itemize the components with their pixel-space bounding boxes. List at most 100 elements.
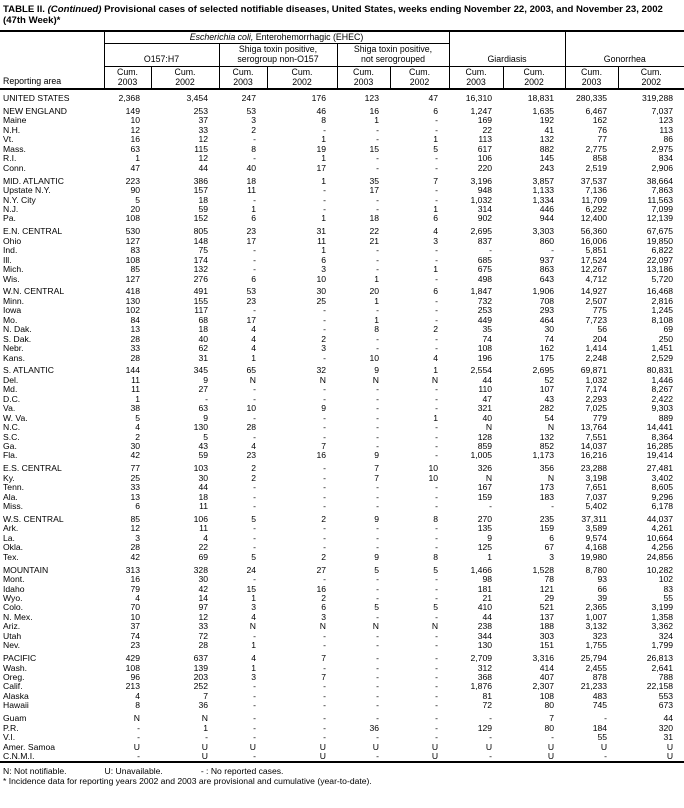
cell: 12,267 <box>580 265 608 275</box>
row-label: W. Va. <box>3 413 28 423</box>
row-label: Miss. <box>3 502 24 512</box>
cell: - <box>489 502 493 512</box>
table-row: La. 3 4 - - - - 9 6 9,574 10,664 <box>0 534 684 543</box>
cell: 6 <box>135 502 140 512</box>
cell: - <box>323 394 326 404</box>
cell: 5 <box>251 514 256 524</box>
row-label: Wis. <box>3 274 20 284</box>
cell: N <box>201 714 208 724</box>
cell: 43 <box>198 442 208 451</box>
cell: - <box>253 575 256 585</box>
cell: - <box>435 575 439 585</box>
cell: 5 <box>251 552 256 562</box>
cell: 17 <box>316 163 326 173</box>
cell: - <box>376 163 379 173</box>
table-row: E.N. CENTRAL 530 805 23 31 22 4 2,695 3,303 56,36… <box>0 227 684 236</box>
cell: 4 <box>251 612 256 622</box>
cell: 23 <box>130 641 140 651</box>
cell: 69 <box>663 325 674 335</box>
cell: 155 <box>193 296 208 306</box>
cell: 31 <box>316 227 326 237</box>
cell: 7,037 <box>651 107 674 117</box>
cell: - <box>435 631 439 641</box>
cell: U <box>133 742 140 752</box>
cell: 2,507 <box>585 296 608 306</box>
cell: 62 <box>198 344 208 354</box>
cell: 56 <box>597 325 608 335</box>
cell: 16,468 <box>646 287 674 297</box>
cell: 498 <box>477 274 493 284</box>
cell: 12 <box>198 135 208 145</box>
row-label: S. ATLANTIC <box>3 366 54 376</box>
cell: 464 <box>539 315 555 325</box>
cell: - <box>323 353 326 363</box>
cell: 80 <box>544 701 555 711</box>
cell: 805 <box>193 227 208 237</box>
table-row: Upstate N.Y. 90 157 11 - 17 - 948 1,133 7,136 7,86… <box>0 186 684 195</box>
cell: - <box>253 682 256 692</box>
cell: 3,196 <box>470 176 493 186</box>
cell: 44 <box>482 612 493 622</box>
cell: 2 <box>321 593 326 603</box>
row-label: Ala. <box>3 492 18 502</box>
cell: 137 <box>539 612 555 622</box>
row-label: Pa. <box>3 214 16 224</box>
footnote-dash: - : No reported cases. <box>200 766 284 777</box>
cell: 4 <box>135 593 140 603</box>
cell: 7 <box>433 176 439 186</box>
table-row: Ohio 127 148 17 11 21 3 837 860 16,006 19,850 <box>0 237 684 246</box>
col-header-not-sg-cum-2003: Cum. 2003 <box>336 66 390 91</box>
cell: 1 <box>321 214 326 224</box>
cell: 2,365 <box>585 603 608 613</box>
table-row: Fla. 42 59 23 16 9 - 1,005 1,173 16,216 19,414 <box>0 451 684 460</box>
cell: 14,037 <box>580 442 608 451</box>
col-header-gonorrhea-cum-2002: Cum. 2002 <box>617 66 684 91</box>
cell: - <box>323 524 326 534</box>
table-title-rest: Provisional cases of selected notifiable… <box>3 4 663 26</box>
cell: - <box>253 631 256 641</box>
cell: 106 <box>477 154 493 164</box>
cell: - <box>435 483 439 493</box>
cell: 321 <box>477 404 493 414</box>
cell: 293 <box>539 306 555 316</box>
cell: 1 <box>433 366 439 376</box>
gonorrhea-group-top <box>565 29 684 44</box>
cell: 2 <box>251 473 256 483</box>
cell: 18 <box>198 492 208 502</box>
cell: 779 <box>592 413 608 423</box>
cell: N <box>249 622 256 632</box>
cell: 162 <box>539 344 555 354</box>
cell: 356 <box>539 464 555 474</box>
cell: - <box>435 334 439 344</box>
cell: 1 <box>374 296 379 306</box>
row-label: Nebr. <box>3 344 24 354</box>
cell: 35 <box>369 176 379 186</box>
row-label: Utah <box>3 631 22 641</box>
cell: 2 <box>135 432 140 442</box>
cell: 9,574 <box>585 533 608 543</box>
cell: 2 <box>321 514 326 524</box>
row-label: Conn. <box>3 163 26 173</box>
cell: 9,296 <box>651 492 674 502</box>
cell: 4 <box>135 423 140 433</box>
cell: - <box>253 483 256 493</box>
cell: - <box>323 502 326 512</box>
cell: - <box>435 255 439 265</box>
cell: 14 <box>198 593 208 603</box>
cell: 11,709 <box>581 195 608 205</box>
cell: N <box>547 423 555 433</box>
cell: 1,799 <box>651 641 674 651</box>
cell: 3 <box>433 236 439 246</box>
cell: 72 <box>482 701 493 711</box>
cell: 270 <box>477 514 493 524</box>
table-row: Mich. 85 132 - 3 - 1 675 863 12,267 13,186 <box>0 265 684 274</box>
cell: 858 <box>592 154 608 164</box>
cell: - <box>253 306 256 316</box>
cell: 81 <box>482 691 493 701</box>
cell: 837 <box>477 236 493 246</box>
cell: 6 <box>321 603 326 613</box>
cell: 708 <box>539 296 555 306</box>
cell: 56,360 <box>580 227 608 237</box>
cell: - <box>376 135 379 145</box>
cell: - <box>376 593 379 603</box>
